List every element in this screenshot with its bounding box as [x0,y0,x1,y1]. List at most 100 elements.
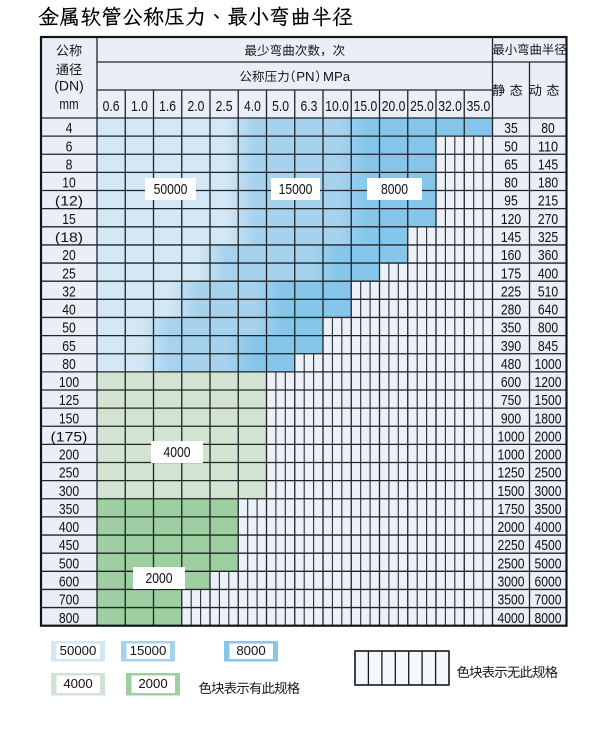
svg-text:4500: 4500 [535,537,562,554]
svg-text:15.0: 15.0 [354,98,378,115]
svg-text:3000: 3000 [498,574,525,591]
svg-text:2000: 2000 [498,519,525,536]
svg-text:300: 300 [59,483,79,500]
svg-text:600: 600 [501,374,521,391]
svg-text:2000: 2000 [535,428,562,445]
svg-text:150: 150 [59,410,79,427]
svg-text:40: 40 [62,302,76,319]
svg-text:4000: 4000 [63,676,92,691]
svg-text:5.0: 5.0 [272,98,289,115]
svg-text:640: 640 [538,302,558,319]
svg-text:4000: 4000 [498,610,525,627]
svg-text:8000: 8000 [381,181,408,198]
svg-text:160: 160 [501,247,521,264]
svg-text:95: 95 [504,193,518,210]
svg-text:50: 50 [504,138,518,155]
svg-text:110: 110 [538,138,558,155]
svg-text:800: 800 [59,610,79,627]
svg-text:1000: 1000 [535,356,562,373]
svg-text:65: 65 [504,157,518,174]
svg-text:1250: 1250 [498,465,525,482]
svg-text:800: 800 [538,320,558,337]
svg-text:360: 360 [538,247,558,264]
svg-text:1000: 1000 [498,447,525,464]
svg-text:80: 80 [504,175,518,192]
svg-text:8000: 8000 [236,643,265,658]
svg-text:750: 750 [501,392,521,409]
svg-text:0.6: 0.6 [103,98,120,115]
svg-text:145: 145 [501,229,521,246]
svg-text:PN: PN [296,69,314,84]
svg-text:100: 100 [59,374,79,391]
svg-text:(18): (18) [55,229,83,245]
svg-text:mm: mm [59,96,78,113]
svg-text:(DN): (DN) [54,78,84,94]
svg-text:1500: 1500 [498,483,525,500]
svg-text:845: 845 [538,338,558,355]
svg-text:600: 600 [59,574,79,591]
svg-text:2250: 2250 [498,537,525,554]
svg-text:120: 120 [501,211,521,228]
svg-text:400: 400 [538,265,558,282]
svg-text:3500: 3500 [498,592,525,609]
svg-text:5000: 5000 [535,555,562,572]
svg-text:50000: 50000 [154,181,188,198]
svg-text:215: 215 [538,193,558,210]
svg-text:2500: 2500 [498,555,525,572]
svg-text:270: 270 [538,211,558,228]
svg-text:125: 125 [59,392,79,409]
svg-text:250: 250 [59,465,79,482]
svg-text:80: 80 [62,356,76,373]
svg-text:4.0: 4.0 [244,98,261,115]
svg-text:20.0: 20.0 [382,98,406,115]
svg-text:(12): (12) [55,193,83,209]
svg-text:80: 80 [541,120,555,137]
svg-text:2.0: 2.0 [187,98,204,115]
svg-text:3500: 3500 [535,501,562,518]
svg-text:325: 325 [538,229,558,246]
svg-text:2500: 2500 [535,465,562,482]
svg-text:20: 20 [62,247,76,264]
svg-text:10.0: 10.0 [325,98,349,115]
svg-text:1500: 1500 [535,392,562,409]
svg-text:25.0: 25.0 [410,98,434,115]
svg-text:225: 225 [501,283,521,300]
svg-text:(175): (175) [51,428,88,444]
svg-text:15000: 15000 [130,643,167,658]
svg-text:450: 450 [59,537,79,554]
svg-text:50000: 50000 [60,643,97,658]
svg-text:1.6: 1.6 [159,98,176,115]
svg-text:6000: 6000 [535,574,562,591]
svg-text:50: 50 [62,320,76,337]
svg-text:350: 350 [501,320,521,337]
svg-text:900: 900 [501,410,521,427]
svg-text:280: 280 [501,302,521,319]
svg-text:8: 8 [66,157,73,174]
svg-text:2.5: 2.5 [216,98,233,115]
svg-text:175: 175 [501,265,521,282]
svg-text:500: 500 [59,555,79,572]
svg-text:3000: 3000 [535,483,562,500]
svg-text:390: 390 [501,338,521,355]
svg-text:15000: 15000 [279,181,313,198]
svg-text:7000: 7000 [535,592,562,609]
svg-text:2000: 2000 [146,570,173,587]
svg-text:4: 4 [66,120,73,137]
svg-text:700: 700 [59,592,79,609]
svg-text:6: 6 [66,138,73,155]
svg-text:1800: 1800 [535,410,562,427]
svg-text:145: 145 [538,157,558,174]
svg-text:65: 65 [62,338,76,355]
svg-text:35.0: 35.0 [467,98,491,115]
svg-text:200: 200 [59,447,79,464]
svg-text:1.0: 1.0 [131,98,148,115]
svg-text:4000: 4000 [535,519,562,536]
svg-text:2000: 2000 [535,447,562,464]
svg-text:4000: 4000 [164,444,191,461]
svg-text:MPa: MPa [323,69,351,84]
svg-text:1750: 1750 [498,501,525,518]
svg-text:480: 480 [501,356,521,373]
svg-text:2000: 2000 [138,676,167,691]
svg-text:350: 350 [59,501,79,518]
svg-text:32.0: 32.0 [438,98,462,115]
